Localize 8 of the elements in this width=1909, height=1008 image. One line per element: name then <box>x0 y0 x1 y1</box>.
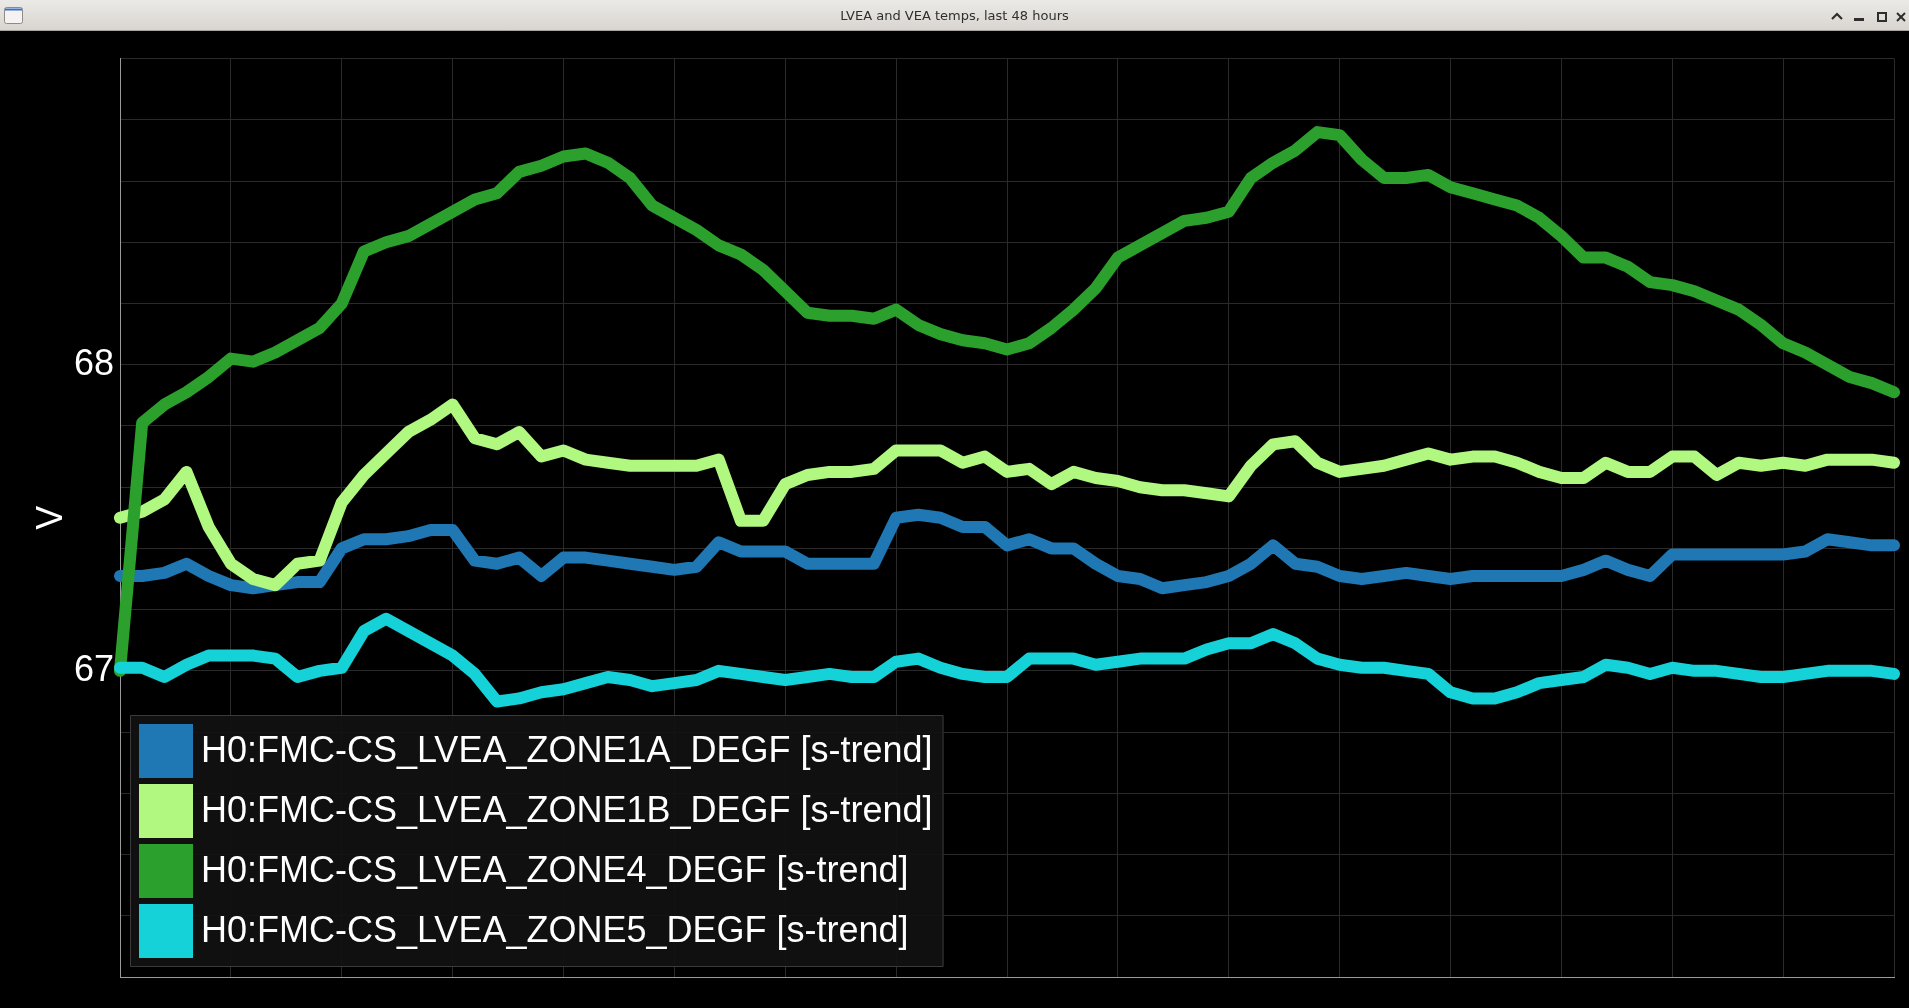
legend-label: H0:FMC-CS_LVEA_ZONE4_DEGF [s-trend] <box>201 848 909 890</box>
legend-label: H0:FMC-CS_LVEA_ZONE5_DEGF [s-trend] <box>201 908 909 950</box>
y-tick-label: 67 <box>73 647 114 689</box>
legend-label: H0:FMC-CS_LVEA_ZONE1A_DEGF [s-trend] <box>201 728 933 770</box>
legend-label: H0:FMC-CS_LVEA_ZONE1B_DEGF [s-trend] <box>201 788 933 830</box>
chart-title: LVEA and VEA temps, last 48 hours <box>840 7 1069 23</box>
y-axis-title: V <box>28 505 70 530</box>
y-tick-label: 68 <box>73 341 114 383</box>
